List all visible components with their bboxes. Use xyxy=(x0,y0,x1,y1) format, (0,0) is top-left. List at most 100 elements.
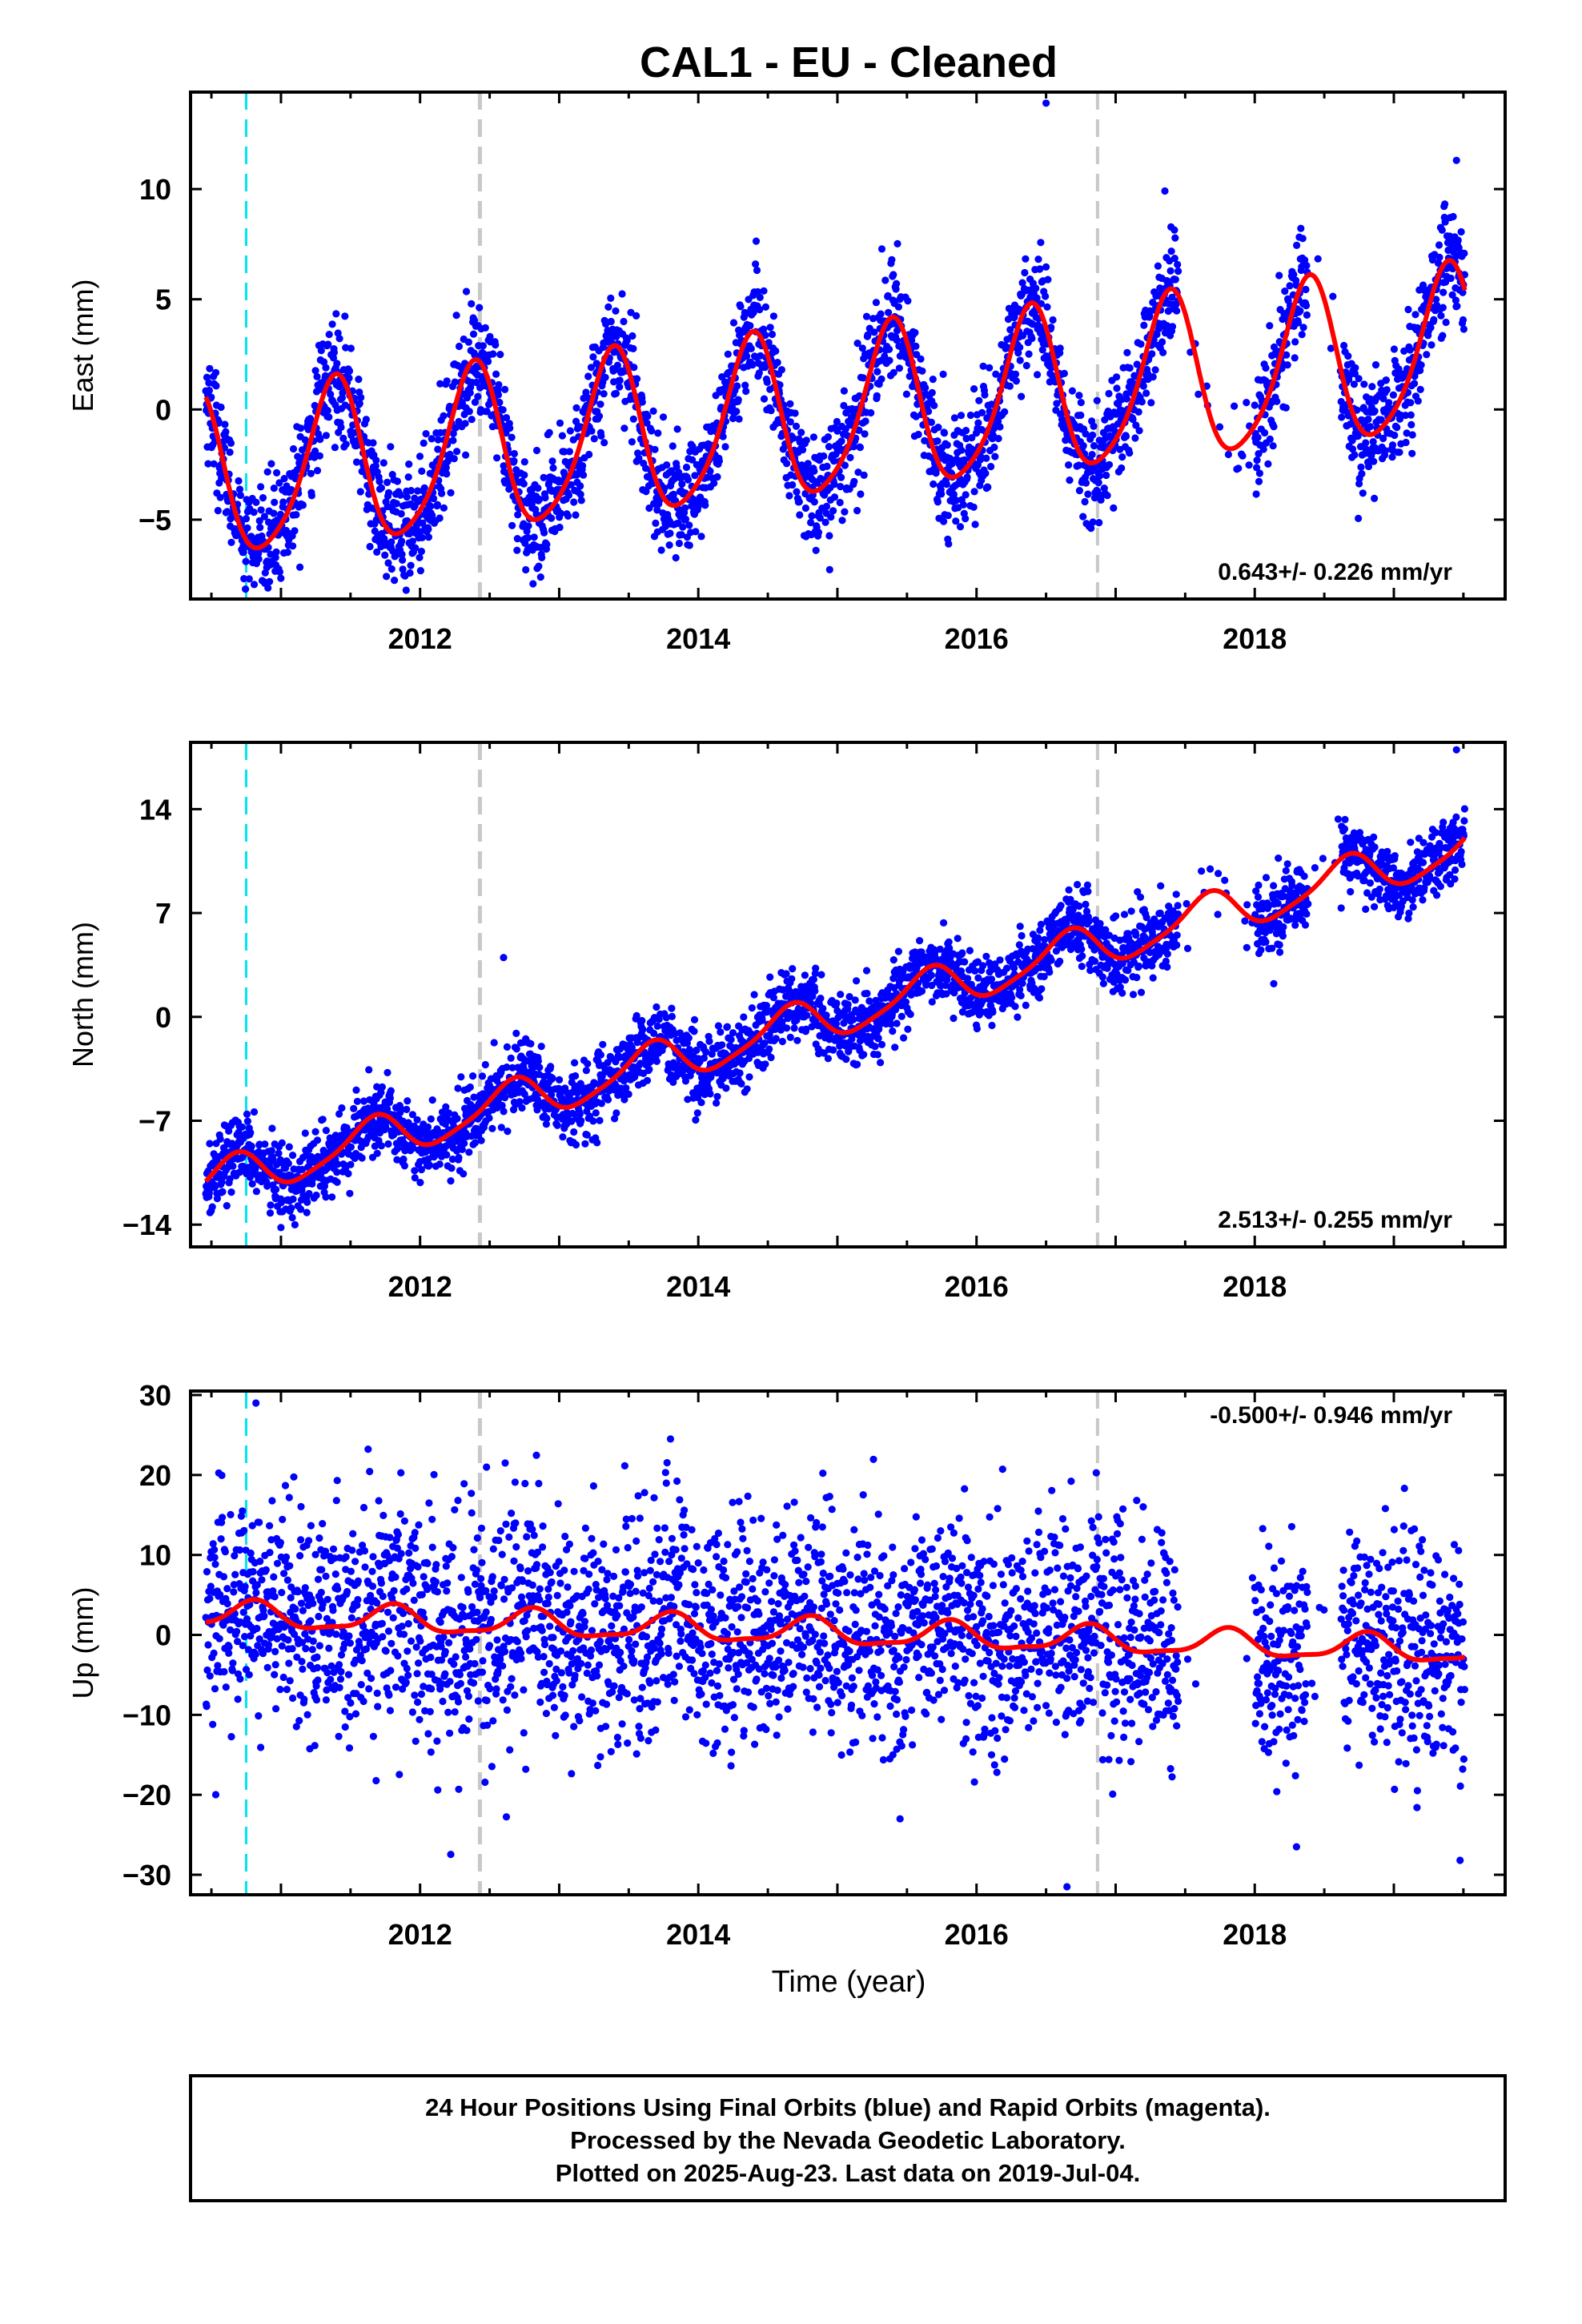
data-point xyxy=(1253,456,1261,464)
data-point xyxy=(793,1036,801,1044)
data-point xyxy=(538,553,546,562)
data-point xyxy=(462,287,471,296)
data-point xyxy=(979,362,987,370)
data-point xyxy=(705,1037,713,1045)
data-point xyxy=(316,436,324,444)
data-point xyxy=(570,498,578,506)
data-point xyxy=(1132,421,1140,429)
data-point xyxy=(527,1039,535,1047)
data-point xyxy=(767,407,775,415)
data-point xyxy=(930,401,938,409)
data-point xyxy=(1329,292,1337,300)
data-point xyxy=(1297,224,1305,232)
data-point xyxy=(434,436,442,444)
data-point xyxy=(812,546,820,554)
data-point xyxy=(577,1116,585,1125)
data-point xyxy=(629,344,637,352)
data-point xyxy=(1103,492,1111,500)
chart-title: CAL1 - EU - Cleaned xyxy=(640,38,1058,86)
data-point xyxy=(906,1011,914,1019)
data-point xyxy=(346,1189,354,1197)
data-point xyxy=(793,488,801,496)
data-point xyxy=(322,1127,330,1135)
data-point xyxy=(469,330,478,338)
data-point xyxy=(706,1090,714,1098)
data-point xyxy=(757,352,765,360)
data-point xyxy=(481,1060,489,1069)
data-point xyxy=(418,467,426,476)
data-point xyxy=(860,1051,868,1059)
data-point xyxy=(226,448,234,456)
data-point xyxy=(214,507,222,515)
data-point xyxy=(968,434,976,442)
data-point xyxy=(1293,241,1301,249)
data-point xyxy=(747,344,755,352)
data-point xyxy=(1016,344,1024,352)
data-point xyxy=(804,460,812,468)
data-point xyxy=(1348,445,1357,453)
data-point xyxy=(576,1110,584,1118)
data-point xyxy=(1011,370,1020,378)
data-point xyxy=(355,376,363,384)
data-point xyxy=(404,473,412,481)
data-point xyxy=(1296,307,1304,315)
data-point xyxy=(1351,451,1359,459)
data-point xyxy=(795,498,803,506)
data-point xyxy=(536,1063,544,1072)
data-point xyxy=(1033,294,1041,302)
data-point xyxy=(508,521,516,529)
data-point xyxy=(447,1177,455,1185)
data-point xyxy=(428,1096,436,1104)
data-point xyxy=(436,1160,444,1168)
data-point xyxy=(243,1110,251,1118)
data-point xyxy=(1266,435,1274,444)
plot-area xyxy=(202,92,1468,613)
data-point xyxy=(1291,354,1299,362)
data-point xyxy=(556,523,564,532)
data-point xyxy=(399,565,407,573)
data-point xyxy=(215,418,223,426)
data-point xyxy=(329,354,338,362)
data-point xyxy=(1049,316,1057,324)
data-point xyxy=(1126,364,1134,372)
data-point xyxy=(205,386,213,395)
data-point xyxy=(216,1135,224,1143)
data-point xyxy=(357,393,365,401)
data-point xyxy=(313,372,321,380)
data-point xyxy=(1066,476,1074,485)
data-point xyxy=(1126,449,1134,457)
data-point xyxy=(369,439,377,447)
data-point xyxy=(888,255,896,263)
data-point xyxy=(628,332,636,340)
data-point xyxy=(417,1165,426,1174)
data-point xyxy=(387,565,396,573)
data-point xyxy=(335,1110,343,1118)
data-point xyxy=(943,441,951,449)
data-point xyxy=(816,514,824,522)
data-point xyxy=(299,501,307,509)
data-point xyxy=(859,374,867,382)
data-point xyxy=(657,546,665,554)
data-point xyxy=(799,446,807,454)
data-point xyxy=(447,489,455,497)
data-point xyxy=(796,511,804,519)
data-point xyxy=(1245,461,1253,469)
data-point xyxy=(257,606,264,613)
data-point xyxy=(393,477,401,485)
data-point xyxy=(252,1188,260,1196)
data-point xyxy=(365,1066,373,1074)
data-point xyxy=(1286,282,1294,290)
data-point xyxy=(789,434,797,442)
data-point xyxy=(893,1019,901,1027)
data-point xyxy=(1171,275,1179,283)
data-point xyxy=(1174,267,1182,275)
data-point xyxy=(1302,302,1311,310)
data-point xyxy=(1390,345,1398,353)
data-point xyxy=(450,455,458,463)
data-point xyxy=(877,1040,886,1048)
data-point xyxy=(1251,401,1259,409)
data-point xyxy=(1351,369,1359,378)
data-point xyxy=(443,470,451,478)
data-point xyxy=(994,435,1002,443)
data-point xyxy=(801,504,810,513)
